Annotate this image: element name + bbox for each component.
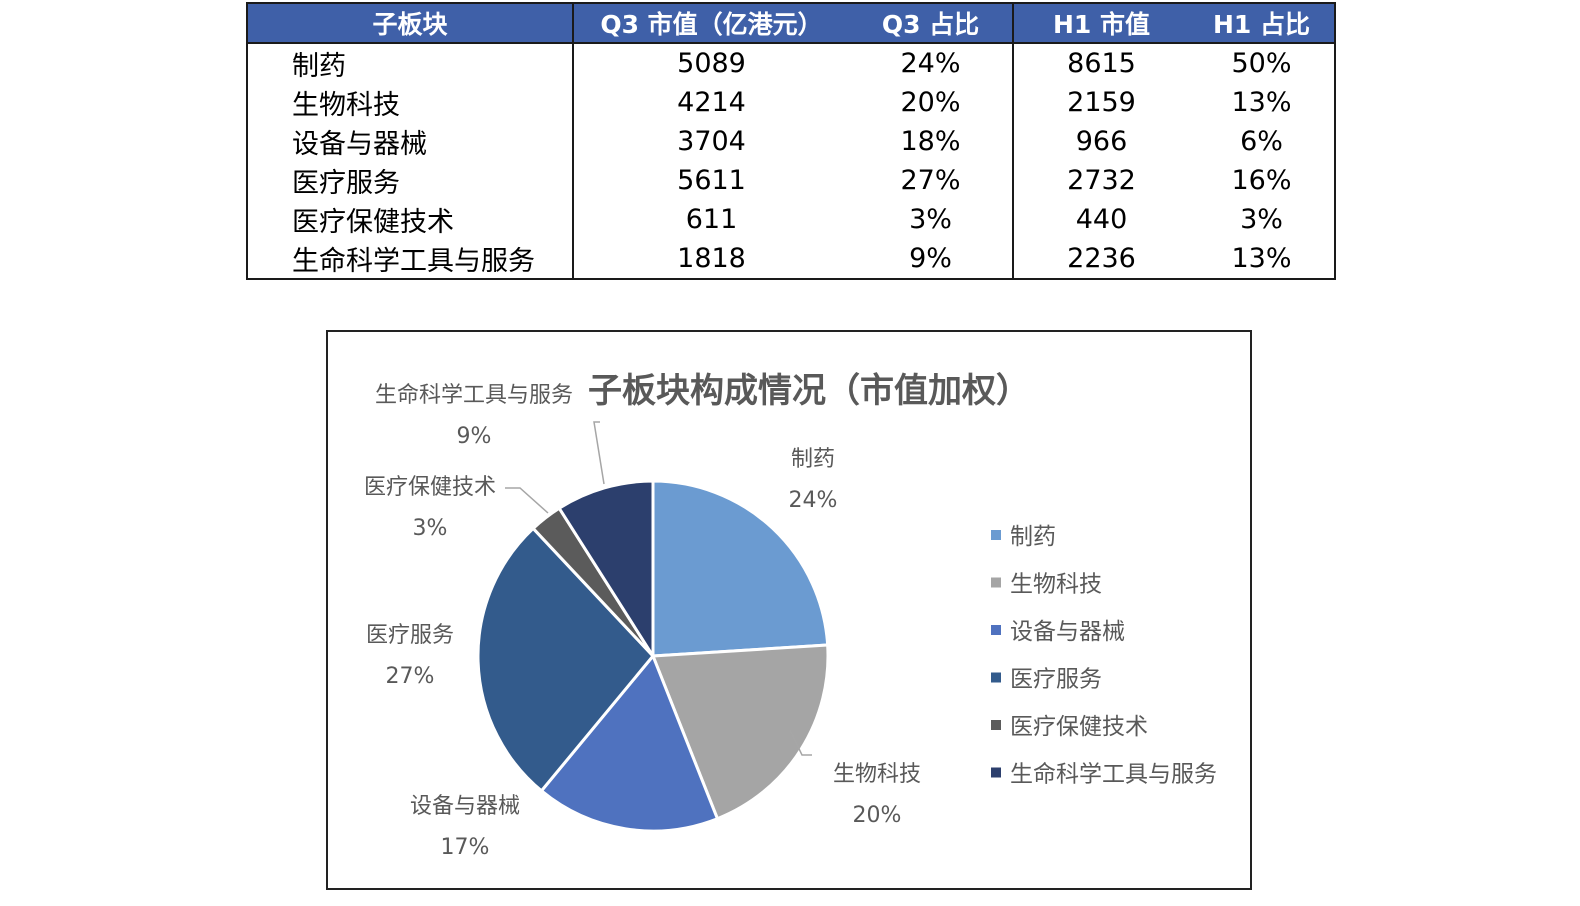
table-row: 生命科学工具与服务 1818 9% 2236 13% [247,239,1335,279]
legend-label: 医疗服务 [1010,667,1102,693]
cell-q3-value: 4214 [572,83,849,122]
cell-name: 生命科学工具与服务 [292,246,535,277]
slice-label-value: 24% [789,488,838,513]
cell-h1-share: 50% [1231,48,1292,79]
slice-labels: 制药 24% 生物科技 20% 设备与器械 17% 医疗服务 27% 医疗保健技术 3% 生命科学工… [364,383,921,860]
header-h1-share: H1 占比 [1189,3,1335,44]
cell-name: 医疗服务 [292,168,400,199]
table-row: 设备与器械 3704 18% 966 6% [247,122,1335,161]
cell-q3-value: 3704 [572,122,849,161]
slice-label-name: 生物科技 [833,762,921,787]
header-q3-share: Q3 占比 [849,3,1013,44]
legend-swatch [991,530,1001,540]
header-sub-sector: 子板块 [247,3,573,44]
legend-swatch [991,577,1001,588]
cell-h1-share: 3% [1240,204,1283,235]
legend-swatch [991,720,1001,730]
slice-label-name: 设备与器械 [410,794,520,819]
cell-name: 制药 [292,51,346,82]
leader-line [593,421,605,485]
cell-h1-share: 6% [1240,126,1283,157]
cell-q3-share: 24% [900,48,961,79]
cell-q3-value: 5089 [572,43,849,83]
legend-swatch [991,625,1001,635]
leader-line [505,487,549,514]
cell-h1-value: 2732 [1012,161,1189,200]
cell-q3-share: 9% [909,243,952,274]
table-row: 医疗服务 5611 27% 2732 16% [247,161,1335,200]
cell-h1-value: 2159 [1012,83,1189,122]
slice-label-value: 3% [413,516,448,541]
legend-label: 生命科学工具与服务 [1010,762,1217,788]
cell-q3-value: 611 [572,200,849,239]
cell-q3-share: 18% [900,126,961,157]
table-row: 生物科技 4214 20% 2159 13% [247,83,1335,122]
cell-name: 设备与器械 [292,129,427,160]
slice-label-value: 9% [457,424,492,449]
legend-label: 制药 [1010,524,1056,550]
slice-6 [557,479,655,662]
cell-q3-value: 1818 [572,239,849,279]
leader-line [789,729,812,756]
header-q3-value: Q3 市值（亿港元） [572,3,849,44]
cell-q3-share: 20% [900,87,961,118]
cell-name: 生物科技 [292,90,400,121]
slice-label-value: 17% [441,835,490,860]
slice-label-value: 20% [853,803,902,828]
slice-label-name: 医疗服务 [366,623,454,648]
legend-swatch [991,672,1001,683]
legend-swatch [991,767,1001,778]
cell-h1-share: 16% [1231,165,1292,196]
cell-h1-value: 8615 [1012,43,1189,83]
legend-label: 生物科技 [1010,572,1102,598]
slice-2 [650,643,830,821]
slice-label-name: 制药 [791,447,835,472]
chart-title: 子板块构成情况（市值加权） [588,371,1030,411]
cell-h1-value: 2236 [1012,239,1189,279]
cell-h1-value: 440 [1012,200,1189,239]
legend-label: 医疗保健技术 [1010,714,1148,740]
header-h1-value: H1 市值 [1012,3,1189,44]
cell-h1-share: 13% [1231,87,1292,118]
cell-q3-value: 5611 [572,161,849,200]
cell-h1-value: 966 [1012,122,1189,161]
cell-q3-share: 3% [909,204,952,235]
table-header-row: 子板块 Q3 市值（亿港元） Q3 占比 H1 市值 H1 占比 [247,3,1335,44]
slice-1 [651,479,830,658]
table-row: 医疗保健技术 611 3% 440 3% [247,200,1335,239]
slice-label-name: 医疗保健技术 [364,475,496,500]
slice-4 [476,526,655,793]
slice-3 [539,653,720,833]
slice-label-value: 27% [386,664,435,689]
slice-label-name: 生命科学工具与服务 [375,383,573,408]
leader-lines [505,421,812,756]
cell-h1-share: 13% [1231,243,1292,274]
data-table: 子板块 Q3 市值（亿港元） Q3 占比 H1 市值 H1 占比 制药 5089… [246,2,1336,280]
pie-slices [476,479,830,833]
table-row: 制药 5089 24% 8615 50% [247,43,1335,83]
legend-label: 设备与器械 [1010,619,1125,645]
cell-name: 医疗保健技术 [292,207,454,238]
cell-q3-share: 27% [900,165,961,196]
